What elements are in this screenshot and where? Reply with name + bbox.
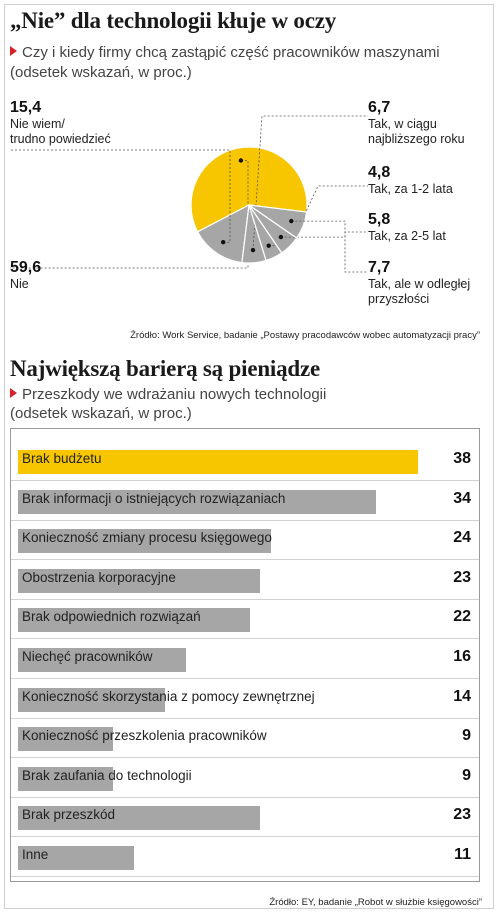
bar	[18, 450, 418, 474]
pie-label-next-year: 6,7 Tak, w ciągu najbliższego roku	[368, 99, 465, 146]
pie-label-2-5-years: 5,8 Tak, za 2-5 lat	[368, 211, 446, 243]
bar-source-note: Źródło: EY, badanie „Robot w służbie ksi…	[269, 897, 482, 908]
bar	[18, 648, 187, 672]
bar-value-label: 9	[462, 727, 471, 745]
bar	[18, 687, 166, 712]
bar-label: Brak zaufania do technologii	[22, 767, 192, 783]
bar-label: Brak przeszkód	[22, 807, 116, 823]
pie-value-next-year: 6,7	[368, 99, 391, 116]
bar-row: Brak przeszkód 23	[11, 797, 479, 838]
bar-value-label: 11	[454, 846, 471, 863]
bar-value-label: 22	[453, 608, 471, 626]
bar-value-label: 34	[453, 489, 471, 507]
pie-leader-dot	[278, 234, 284, 240]
bar-label: Inne	[22, 847, 49, 862]
bar	[18, 489, 376, 514]
pie-chart	[10, 115, 368, 273]
pie-chart-title: „Nie” dla technologii kłuje w oczy	[10, 8, 337, 33]
bar-row: Niechęć pracowników 16	[11, 639, 479, 679]
bar-row: Brak odpowiednich rozwiązań 22	[11, 599, 479, 640]
pie-label-dont-know: 15,4 Nie wiem/ trudno powiedzieć	[10, 99, 111, 146]
pie-label-distant-future: 7,7 Tak, ale w odległej przyszłości	[368, 259, 471, 306]
bar-value-label: 14	[453, 687, 471, 705]
bar-row: Obostrzenia korporacyjne 23	[11, 560, 479, 600]
pie-value-distant-future: 7,7	[368, 259, 391, 276]
bar-label: Obostrzenia korporacyjne	[22, 569, 176, 585]
pie-value-no: 59,6	[10, 259, 42, 276]
pie-label-1-2-years: 4,8 Tak, za 1-2 lata	[368, 164, 453, 196]
bar-row: Konieczność przeszkolenia pracowników 9	[11, 718, 479, 759]
bar	[18, 568, 261, 593]
pie-leader-dot	[238, 158, 244, 163]
pie-leader-line	[10, 149, 231, 243]
bar-value-label: 23	[453, 806, 471, 824]
bar-label: Brak budżetu	[22, 451, 102, 466]
pie-source-note: Źródło: Work Service, badanie „Postawy p…	[130, 330, 480, 341]
pie-label-no: 59,6 Nie	[10, 259, 42, 291]
bar-chart: Brak budżetu 38 Brak informacji o istnieją…	[10, 428, 480, 882]
bar-unit-note: (odsetek wskazań, w proc.)	[10, 405, 192, 422]
pie-leader-dot	[250, 247, 256, 253]
bar-row: Brak budżetu 38	[11, 441, 479, 481]
bar	[18, 766, 113, 791]
pie-slice	[248, 204, 308, 239]
bar-chart-subtitle: Przeszkody we wdrażaniu nowych technolog…	[10, 386, 326, 404]
bar-chart-title: Największą barierą są pieniądze	[10, 356, 321, 381]
pie-unit-note: (odsetek wskazań, w proc.)	[10, 64, 192, 81]
bar	[18, 608, 250, 633]
bar-value-label: 9	[462, 766, 471, 784]
pie-leader-line	[291, 220, 368, 273]
pie-leader-line	[280, 231, 368, 238]
bar-value-label: 38	[453, 450, 471, 467]
bar-row: Konieczność zmiany procesu księgowego 24	[11, 520, 479, 561]
infographic-frame	[4, 4, 494, 909]
pie-leader-line	[268, 185, 368, 247]
bar-value-label: 23	[453, 568, 471, 586]
pie-chart-subtitle: Czy i kiedy firmy chcą zastąpić część pr…	[10, 44, 440, 62]
bar-value-label: 24	[453, 529, 471, 547]
pie-value-dont-know: 15,4	[10, 99, 42, 116]
pie-leader-dot	[289, 218, 294, 224]
bar-label: Konieczność zmiany procesu księgowego	[22, 530, 272, 546]
pie-slice	[196, 203, 250, 264]
pie-leader-dot	[266, 243, 271, 248]
bar-row: Brak zaufania do technologii 9	[11, 758, 479, 798]
bar-label: Brak informacji o istniejących rozwiązan…	[22, 490, 286, 506]
bar-label: Niechęć pracowników	[22, 649, 153, 664]
pie-slice	[190, 146, 308, 233]
bar	[18, 846, 134, 870]
pie-value-2-5-years: 5,8	[368, 211, 391, 228]
bar-row: Konieczność skorzystania z pomocy zewnęt…	[11, 679, 479, 719]
pie-value-1-2-years: 4,8	[368, 164, 391, 181]
bar-label: Brak odpowiednich rozwiązań	[22, 609, 201, 625]
red-triangle-icon	[10, 388, 17, 398]
bar	[18, 727, 113, 752]
pie-leader-dot	[221, 240, 226, 245]
bar-value-label: 16	[453, 648, 471, 665]
bar-row: Brak informacji o istniejących rozwiązan…	[11, 481, 479, 521]
bar-label: Konieczność skorzystania z pomocy zewnęt…	[22, 688, 315, 704]
bar	[18, 529, 271, 554]
bar-row: Inne 11	[11, 837, 479, 877]
bar-label: Konieczność przeszkolenia pracowników	[22, 728, 267, 744]
red-triangle-icon	[10, 46, 17, 56]
bar	[18, 806, 261, 831]
